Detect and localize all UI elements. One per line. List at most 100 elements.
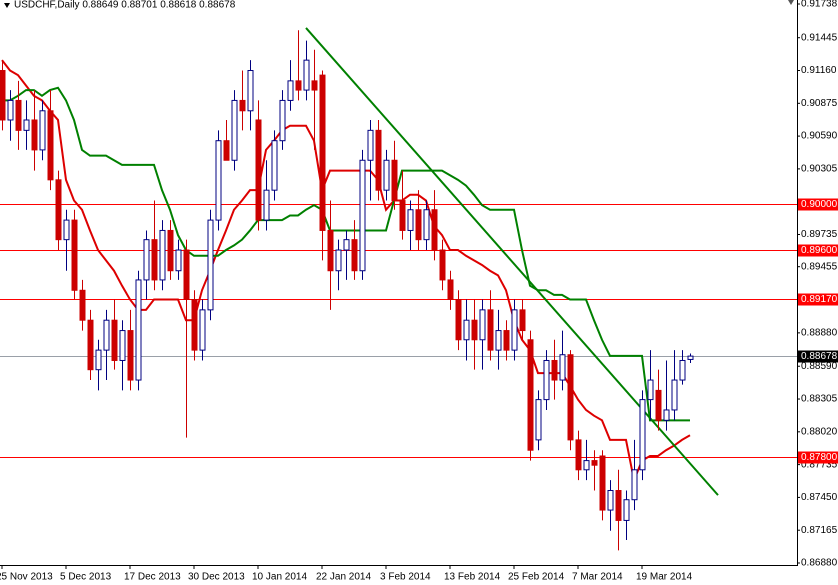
x-tick-label: 5 Dec 2013 (60, 572, 112, 583)
candle-body (215, 140, 222, 221)
candle-body (287, 80, 294, 101)
candle-body (423, 209, 430, 241)
candle-body (295, 80, 302, 91)
x-tick-label: 17 Dec 2013 (124, 572, 181, 583)
candle-body (631, 469, 638, 501)
candle-body (111, 319, 118, 361)
candle-body (87, 319, 94, 371)
menu-icon (4, 3, 10, 8)
candle-body (247, 70, 254, 112)
y-tick-label: 0.89455 (801, 261, 838, 272)
candle-body (135, 279, 142, 381)
candle-body (535, 399, 542, 441)
scroll-icon (788, 0, 794, 5)
x-tick-label: 7 Mar 2014 (572, 572, 623, 583)
candle-body (599, 455, 606, 511)
candle-body (239, 99, 246, 112)
candle-body (503, 330, 510, 351)
candle-body (7, 99, 14, 121)
candle-body (199, 309, 206, 351)
y-tick-label: 0.87450 (801, 492, 838, 503)
y-tick-label: 0.86880 (801, 558, 838, 569)
candle-body (351, 239, 358, 272)
level-label: 0.87800 (801, 452, 838, 463)
last-price-box (798, 350, 838, 363)
candle-body (119, 330, 126, 361)
candle-body (655, 389, 662, 421)
x-tick-label: 13 Feb 2014 (444, 572, 501, 583)
candle-body (559, 354, 566, 381)
candle-body (127, 330, 134, 381)
candle-body (415, 209, 422, 241)
candle-body (103, 319, 110, 351)
candle-body (575, 439, 582, 471)
candle-body (263, 189, 270, 221)
candle-body (167, 229, 174, 272)
candle-body (151, 239, 158, 281)
candle-body (615, 490, 622, 521)
candle-body (271, 140, 278, 191)
candle-body (55, 179, 62, 241)
y-tick-label: 0.88880 (801, 328, 838, 339)
y-tick-label: 0.89735 (801, 229, 838, 240)
candle-body (495, 330, 502, 351)
candle-body (71, 219, 78, 291)
level-label: 0.90000 (801, 199, 838, 210)
y-tick-label: 0.90875 (801, 98, 838, 109)
candle-body (79, 289, 86, 321)
candle-body (687, 355, 694, 360)
y-tick-label: 0.91160 (801, 65, 837, 76)
candle-body (567, 354, 574, 441)
candle-body (319, 74, 326, 231)
candle-body (647, 379, 654, 401)
candle-body (343, 239, 350, 251)
candle-body (183, 249, 190, 300)
y-tick-label: 0.91445 (801, 32, 838, 43)
x-tick-label: 19 Mar 2014 (636, 572, 693, 583)
candle-body (255, 119, 262, 221)
candle-body (391, 159, 398, 202)
candle-body (519, 309, 526, 332)
y-tick-label: 0.87735 (801, 459, 838, 470)
y-tick-label: 0.87165 (801, 525, 838, 536)
y-tick-label: 0.88590 (801, 361, 838, 372)
level-label-box (798, 451, 838, 464)
candle-body (447, 279, 454, 300)
y-tick-label: 0.88020 (801, 426, 838, 437)
x-tick-label: 22 Jan 2014 (316, 572, 371, 583)
candle-body (551, 359, 558, 381)
x-tick-label: 25 Feb 2014 (508, 572, 565, 583)
candle-body (207, 219, 214, 311)
x-tick-label: 10 Jan 2014 (252, 572, 307, 583)
candle-body (543, 359, 550, 401)
candle-body (327, 229, 334, 272)
candle-body (479, 309, 486, 341)
candle-body (487, 309, 494, 351)
candle-body (143, 239, 150, 281)
level-label-box (798, 293, 838, 306)
y-tick-label: 0.88305 (801, 394, 838, 405)
candle-body (95, 349, 102, 371)
candle-body (0, 70, 6, 121)
candle-body (159, 229, 166, 281)
candle-body (375, 129, 382, 191)
candle-body (527, 339, 534, 451)
candle-body (175, 249, 182, 272)
candle-body (591, 460, 598, 466)
candle-body (471, 319, 478, 341)
level-label: 0.89170 (801, 294, 838, 305)
candle-body (223, 140, 230, 161)
candle-body (671, 379, 678, 411)
candle-body (463, 319, 470, 341)
candle-body (63, 219, 70, 241)
y-tick-label: 0.90305 (801, 164, 838, 175)
y-tick-label: 0.91738 (801, 0, 838, 10)
candle-body (407, 209, 414, 231)
chart-title: USDCHF,Daily 0.88649 0.88701 0.88618 0.8… (14, 0, 236, 11)
candle-body (31, 119, 38, 151)
x-tick-label: 30 Dec 2013 (188, 572, 245, 583)
level-label-box (798, 198, 838, 211)
candle-body (399, 200, 406, 231)
x-tick-label: 3 Feb 2014 (380, 572, 431, 583)
